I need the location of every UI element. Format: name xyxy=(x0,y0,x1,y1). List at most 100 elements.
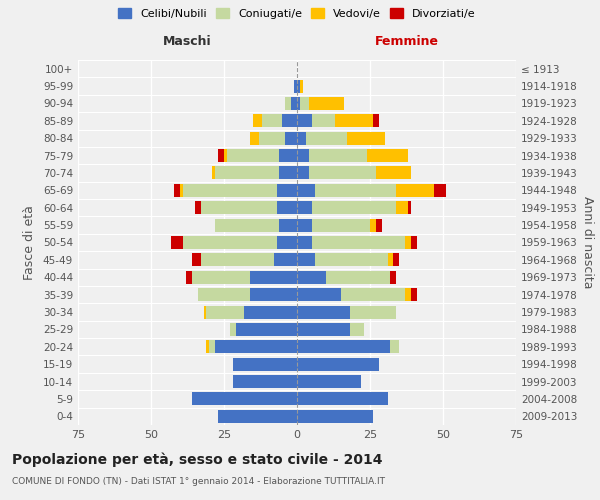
Bar xyxy=(326,270,391,284)
Bar xyxy=(244,306,297,318)
Bar xyxy=(297,132,306,144)
Bar xyxy=(300,97,308,110)
Bar xyxy=(297,392,388,406)
Bar xyxy=(300,80,303,92)
Bar xyxy=(297,97,300,110)
Bar xyxy=(311,114,335,128)
Bar xyxy=(408,201,411,214)
Bar xyxy=(186,270,192,284)
Bar xyxy=(274,254,297,266)
Bar xyxy=(297,288,341,301)
Bar xyxy=(192,254,200,266)
Bar xyxy=(388,254,394,266)
Y-axis label: Fasce di età: Fasce di età xyxy=(23,205,36,280)
Bar xyxy=(341,288,405,301)
Bar xyxy=(297,201,311,214)
Bar xyxy=(203,306,206,318)
Bar xyxy=(280,166,297,179)
Bar xyxy=(297,323,350,336)
Text: Femmine: Femmine xyxy=(374,35,439,48)
Bar xyxy=(233,375,297,388)
Bar xyxy=(172,236,183,249)
Bar xyxy=(227,149,280,162)
Bar xyxy=(280,218,297,232)
Text: Popolazione per età, sesso e stato civile - 2014: Popolazione per età, sesso e stato civil… xyxy=(12,452,383,467)
Bar xyxy=(308,97,344,110)
Bar xyxy=(195,201,200,214)
Bar xyxy=(297,410,373,423)
Bar xyxy=(297,236,311,249)
Bar xyxy=(391,340,399,353)
Text: Maschi: Maschi xyxy=(163,35,212,48)
Bar xyxy=(218,410,297,423)
Bar xyxy=(314,254,388,266)
Bar xyxy=(236,323,297,336)
Bar xyxy=(396,201,408,214)
Bar xyxy=(286,97,291,110)
Bar xyxy=(370,218,376,232)
Bar xyxy=(253,114,262,128)
Bar xyxy=(405,236,411,249)
Bar xyxy=(434,184,446,197)
Bar xyxy=(209,340,215,353)
Bar xyxy=(405,288,411,301)
Bar xyxy=(411,288,417,301)
Bar xyxy=(308,149,367,162)
Bar xyxy=(335,114,373,128)
Bar xyxy=(224,149,227,162)
Bar xyxy=(308,166,376,179)
Bar xyxy=(297,166,308,179)
Bar xyxy=(259,132,286,144)
Bar xyxy=(192,270,250,284)
Bar xyxy=(250,270,297,284)
Bar xyxy=(294,80,297,92)
Bar xyxy=(218,149,224,162)
Bar xyxy=(396,184,434,197)
Bar xyxy=(277,201,297,214)
Bar xyxy=(215,218,280,232)
Legend: Celibi/Nubili, Coniugati/e, Vedovi/e, Divorziati/e: Celibi/Nubili, Coniugati/e, Vedovi/e, Di… xyxy=(114,4,480,23)
Bar xyxy=(314,184,396,197)
Bar xyxy=(391,270,396,284)
Bar xyxy=(311,201,396,214)
Y-axis label: Anni di nascita: Anni di nascita xyxy=(581,196,594,289)
Bar xyxy=(233,358,297,370)
Bar xyxy=(180,184,183,197)
Bar xyxy=(297,218,311,232)
Bar xyxy=(376,166,411,179)
Bar xyxy=(373,114,379,128)
Bar xyxy=(297,114,311,128)
Bar xyxy=(297,80,300,92)
Bar xyxy=(175,184,180,197)
Bar xyxy=(376,218,382,232)
Bar xyxy=(297,340,391,353)
Bar xyxy=(277,184,297,197)
Bar xyxy=(311,236,405,249)
Bar xyxy=(297,184,314,197)
Bar xyxy=(411,236,417,249)
Bar xyxy=(192,392,297,406)
Bar xyxy=(283,114,297,128)
Text: COMUNE DI FONDO (TN) - Dati ISTAT 1° gennaio 2014 - Elaborazione TUTTITALIA.IT: COMUNE DI FONDO (TN) - Dati ISTAT 1° gen… xyxy=(12,478,385,486)
Bar xyxy=(215,340,297,353)
Bar xyxy=(286,132,297,144)
Bar xyxy=(200,254,274,266)
Bar xyxy=(291,97,297,110)
Bar xyxy=(297,306,350,318)
Bar xyxy=(206,306,244,318)
Bar xyxy=(250,132,259,144)
Bar xyxy=(206,340,209,353)
Bar xyxy=(311,218,370,232)
Bar xyxy=(297,270,326,284)
Bar xyxy=(350,323,364,336)
Bar xyxy=(306,132,347,144)
Bar xyxy=(198,288,250,301)
Bar xyxy=(394,254,399,266)
Bar xyxy=(297,375,361,388)
Bar xyxy=(183,236,277,249)
Bar xyxy=(200,201,277,214)
Bar xyxy=(297,149,308,162)
Bar xyxy=(280,149,297,162)
Bar xyxy=(367,149,408,162)
Bar xyxy=(262,114,283,128)
